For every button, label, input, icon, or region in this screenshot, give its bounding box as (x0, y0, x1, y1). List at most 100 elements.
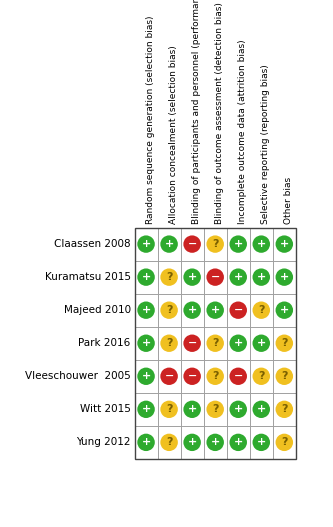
Text: Witt 2015: Witt 2015 (80, 404, 131, 414)
Ellipse shape (183, 268, 201, 286)
Text: ?: ? (166, 305, 172, 315)
Ellipse shape (252, 367, 270, 385)
Text: Other bias: Other bias (284, 177, 293, 225)
Bar (273, 360, 296, 393)
Text: Vleeschouwer  2005: Vleeschouwer 2005 (25, 372, 131, 381)
Text: +: + (187, 305, 197, 315)
Ellipse shape (206, 434, 224, 451)
Text: +: + (257, 404, 266, 414)
Ellipse shape (183, 434, 201, 451)
Text: +: + (142, 338, 151, 348)
Ellipse shape (229, 367, 247, 385)
Text: ?: ? (166, 338, 172, 348)
Ellipse shape (206, 367, 224, 385)
Text: ?: ? (212, 404, 218, 414)
Bar (273, 327, 296, 360)
Text: ?: ? (281, 372, 288, 381)
Bar (227, 228, 250, 261)
Text: −: − (187, 239, 197, 249)
Text: Random sequence generation (selection bias): Random sequence generation (selection bi… (146, 16, 155, 225)
Ellipse shape (206, 268, 224, 286)
Text: ?: ? (212, 239, 218, 249)
Text: Blinding of participants and personnel (performance bias): Blinding of participants and personnel (… (192, 0, 201, 225)
Text: +: + (280, 305, 289, 315)
Text: ?: ? (281, 404, 288, 414)
Bar (204, 261, 227, 294)
Text: +: + (257, 272, 266, 282)
Text: +: + (233, 404, 243, 414)
Text: ?: ? (212, 372, 218, 381)
Bar (158, 327, 180, 360)
Text: +: + (142, 372, 151, 381)
Ellipse shape (252, 434, 270, 451)
Bar (273, 426, 296, 459)
Ellipse shape (275, 301, 293, 319)
Text: +: + (187, 404, 197, 414)
Text: Allocation concealment (selection bias): Allocation concealment (selection bias) (169, 46, 178, 225)
Bar (204, 393, 227, 426)
Text: Park 2016: Park 2016 (78, 338, 131, 348)
Bar (250, 228, 273, 261)
Bar (158, 228, 180, 261)
Text: +: + (280, 272, 289, 282)
Ellipse shape (252, 401, 270, 418)
Ellipse shape (229, 434, 247, 451)
Text: +: + (233, 239, 243, 249)
Ellipse shape (275, 268, 293, 286)
Ellipse shape (183, 335, 201, 352)
Text: ?: ? (258, 305, 264, 315)
Text: −: − (233, 305, 243, 315)
Text: Yung 2012: Yung 2012 (76, 437, 131, 447)
Text: Selective reporting (reporting bias): Selective reporting (reporting bias) (261, 65, 270, 225)
Bar (273, 294, 296, 327)
Ellipse shape (275, 367, 293, 385)
Bar (135, 393, 158, 426)
Ellipse shape (229, 268, 247, 286)
Ellipse shape (252, 236, 270, 253)
Bar (180, 228, 204, 261)
Ellipse shape (229, 236, 247, 253)
Ellipse shape (183, 401, 201, 418)
Bar (227, 327, 250, 360)
Ellipse shape (137, 367, 155, 385)
Text: −: − (187, 338, 197, 348)
Bar (135, 360, 158, 393)
Bar (158, 360, 180, 393)
Text: ?: ? (166, 437, 172, 447)
Bar (250, 261, 273, 294)
Ellipse shape (206, 236, 224, 253)
Bar (250, 426, 273, 459)
Text: Incomplete outcome data (attrition bias): Incomplete outcome data (attrition bias) (238, 40, 247, 225)
Bar (135, 228, 158, 261)
Ellipse shape (160, 301, 178, 319)
Text: Blinding of outcome assessment (detection bias): Blinding of outcome assessment (detectio… (215, 3, 224, 225)
Bar (250, 327, 273, 360)
Text: +: + (187, 437, 197, 447)
Text: +: + (142, 305, 151, 315)
Ellipse shape (160, 335, 178, 352)
Ellipse shape (252, 268, 270, 286)
Ellipse shape (206, 301, 224, 319)
Text: +: + (165, 239, 174, 249)
Text: −: − (233, 372, 243, 381)
Bar (227, 294, 250, 327)
Bar (135, 327, 158, 360)
Bar (180, 261, 204, 294)
Text: ?: ? (281, 437, 288, 447)
Text: +: + (142, 272, 151, 282)
Bar (158, 294, 180, 327)
Text: +: + (210, 305, 220, 315)
Ellipse shape (183, 236, 201, 253)
Bar (204, 360, 227, 393)
Ellipse shape (275, 434, 293, 451)
Bar (227, 426, 250, 459)
Bar (135, 426, 158, 459)
Ellipse shape (206, 401, 224, 418)
Text: ?: ? (281, 338, 288, 348)
Ellipse shape (275, 236, 293, 253)
Text: +: + (280, 239, 289, 249)
Bar (204, 327, 227, 360)
Ellipse shape (183, 367, 201, 385)
Text: −: − (165, 372, 174, 381)
Ellipse shape (252, 301, 270, 319)
